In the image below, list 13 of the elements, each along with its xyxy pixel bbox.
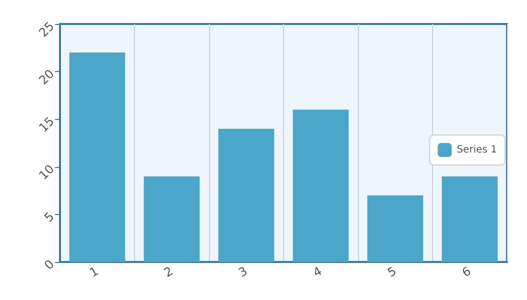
y-tick-label: 20 bbox=[36, 66, 57, 88]
y-tick-label: 10 bbox=[36, 162, 57, 183]
x-tick-label: 2 bbox=[162, 264, 176, 280]
y-tick-label: 15 bbox=[36, 114, 57, 135]
x-tick-label: 4 bbox=[310, 264, 324, 280]
x-tick-label: 6 bbox=[460, 264, 474, 280]
x-tick-label: 5 bbox=[385, 264, 399, 280]
y-tick-label: 0 bbox=[42, 257, 57, 272]
x-tick-label: 1 bbox=[87, 264, 101, 280]
y-tick-label: 25 bbox=[36, 19, 57, 40]
x-tick-label: 3 bbox=[236, 264, 250, 280]
legend-label: Series 1 bbox=[456, 144, 498, 156]
y-tick-label: 5 bbox=[42, 209, 57, 225]
